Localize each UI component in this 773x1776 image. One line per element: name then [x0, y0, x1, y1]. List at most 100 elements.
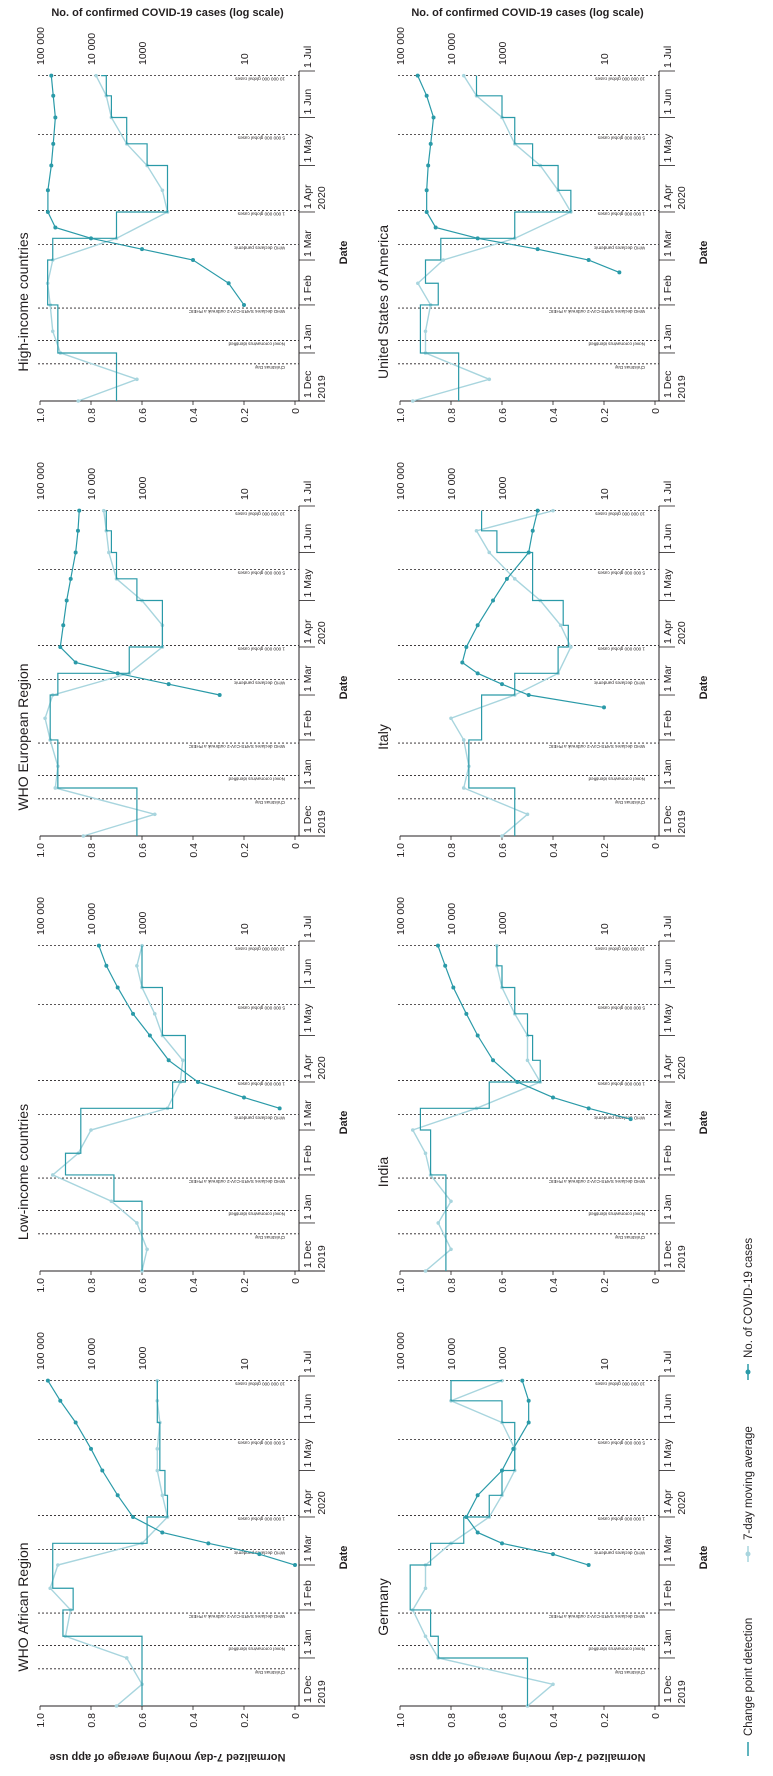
event-label: 5 000 000 global cases — [237, 571, 285, 576]
ma-point — [107, 550, 111, 555]
x-tick-label: 1 May — [662, 1003, 674, 1032]
ma-point — [423, 1586, 428, 1591]
x-tick-label: 1 May — [302, 568, 314, 597]
y-tick-label: 1.0 — [395, 1713, 407, 1728]
y2-tick-label: 1000 — [137, 1346, 149, 1370]
event-label: 10 000 000 global cases — [594, 947, 645, 952]
event-label: 10 000 000 global cases — [594, 512, 645, 517]
case-point — [96, 943, 101, 948]
x-tick-label: 1 Apr — [302, 1054, 314, 1079]
chart-panel-1: WHO African Region 0 0.2 0.4 0.6 0.8 1.0 10 1000… — [15, 1332, 350, 1728]
event-label: 1 000 000 global cases — [237, 1516, 285, 1521]
x-tick-label: 1 Jan — [662, 1194, 674, 1220]
case-point — [257, 1552, 262, 1557]
event-label: WHO declares SARS-CoV-2 outbreak a PHEIC — [188, 744, 285, 749]
y2-tick-label: 100 000 — [35, 27, 47, 65]
case-point — [166, 1058, 171, 1063]
ma-point — [48, 1586, 53, 1591]
x-tick-label: 1 Apr — [662, 1489, 674, 1514]
case-point — [500, 1541, 504, 1546]
case-point — [64, 598, 69, 603]
case-point — [551, 1552, 555, 1557]
x-tick-label: 1 Mar — [302, 1535, 314, 1562]
case-point — [431, 115, 436, 120]
y2-tick-label: 10 — [239, 53, 251, 65]
chart-title: WHO African Region — [15, 1542, 31, 1671]
ma-point — [155, 1468, 160, 1473]
y-tick-label: 0.2 — [599, 1713, 611, 1728]
year-label: 2019 — [316, 810, 328, 834]
case-point — [51, 93, 56, 98]
x-axis-label: Date — [698, 241, 710, 265]
y-tick-label: 0.8 — [446, 1278, 458, 1293]
y2-tick-label: 10 — [599, 923, 611, 935]
case-point — [491, 1058, 496, 1063]
ma-point — [155, 1447, 160, 1451]
ma-point — [410, 1128, 415, 1132]
case-point — [586, 1563, 591, 1568]
legend: Change point detection 7-day moving avera… — [743, 1238, 755, 1756]
ma-point — [53, 786, 58, 790]
case-point — [140, 247, 144, 252]
y2-tick-label: 10 — [599, 1358, 611, 1370]
ma-point — [114, 1704, 119, 1708]
case-point — [500, 1468, 504, 1473]
ma-point — [500, 834, 504, 838]
event-label: Christmas Day — [614, 365, 645, 370]
event-label: Novel coronavirus identified — [588, 777, 645, 782]
y-tick-label: 0.4 — [188, 1278, 200, 1293]
x-axis-label: Date — [698, 676, 710, 700]
x-tick-label: 1 May — [302, 1003, 314, 1032]
case-point — [226, 281, 231, 286]
y-tick-label: 0.8 — [86, 408, 98, 423]
x-tick-label: 1 May — [662, 1438, 674, 1467]
y-tick-label: 1.0 — [35, 1278, 47, 1293]
case-point — [460, 660, 465, 665]
event-label: Novel coronavirus identified — [228, 1212, 285, 1217]
y2-tick-label: 1000 — [137, 41, 149, 65]
case-point — [515, 1079, 520, 1084]
y-tick-label: 0.8 — [86, 1278, 98, 1293]
ma-point — [124, 1656, 129, 1660]
year-label: 2019 — [316, 1245, 328, 1269]
event-label: Novel coronavirus identified — [228, 1647, 285, 1652]
y-tick-label: 0 — [650, 843, 662, 849]
case-point — [551, 1095, 555, 1100]
y2-tick-label: 1000 — [497, 476, 509, 500]
event-label: WHO declares SARS-CoV-2 outbreak a PHEIC — [188, 309, 285, 314]
event-label: 1 000 000 global cases — [237, 211, 285, 216]
ma-point — [43, 716, 47, 721]
x-tick-label: 1 Feb — [302, 1145, 314, 1172]
case-point — [58, 1398, 63, 1403]
x-axis-label: Date — [698, 1546, 710, 1570]
case-point — [73, 660, 78, 665]
event-label: Novel coronavirus identified — [228, 342, 285, 347]
ma-point — [94, 73, 98, 78]
event-label: 5 000 000 global cases — [237, 136, 285, 141]
series-change-point — [64, 945, 186, 1271]
case-point — [628, 1117, 633, 1122]
y-axis-label-left: Normalized 7-day moving average of app u… — [50, 1751, 286, 1763]
ma-point — [512, 577, 517, 581]
ma-point — [436, 1221, 441, 1225]
ma-point — [487, 550, 492, 555]
case-point — [206, 1541, 211, 1546]
x-tick-label: 1 Jul — [302, 481, 314, 503]
case-point — [45, 1378, 50, 1383]
ma-point — [441, 258, 446, 262]
y-tick-label: 1.0 — [35, 1713, 47, 1728]
y2-tick-label: 10 000 — [86, 33, 98, 65]
x-tick-label: 1 Dec — [302, 1241, 314, 1268]
case-point — [49, 73, 54, 78]
event-label: WHO declares pandemic — [233, 681, 285, 686]
event-label: 10 000 000 global cases — [594, 1382, 645, 1387]
ma-point — [50, 1173, 55, 1177]
x-tick-label: 1 Jun — [302, 89, 314, 115]
event-label: 1 000 000 global cases — [597, 646, 645, 651]
case-point — [195, 1079, 200, 1084]
event-label: 5 000 000 global cases — [597, 1006, 645, 1011]
x-tick-label: 1 Dec — [302, 371, 314, 398]
y-tick-label: 0.4 — [548, 1713, 560, 1728]
case-point — [89, 1446, 93, 1451]
event-label: WHO declares pandemic — [233, 246, 285, 251]
